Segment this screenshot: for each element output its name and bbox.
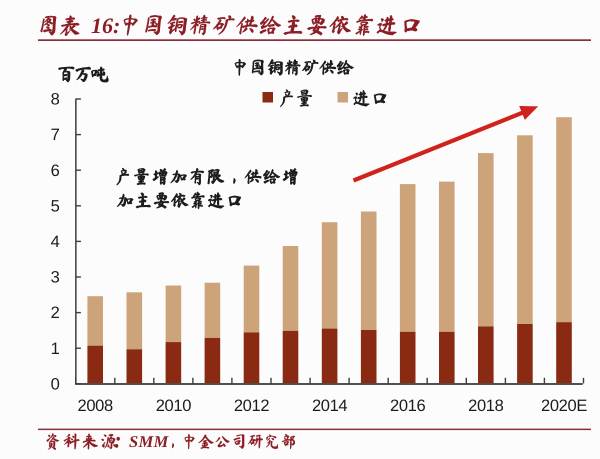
svg-text:2010: 2010 <box>156 397 191 415</box>
svg-text:6: 6 <box>51 162 60 180</box>
svg-text:3: 3 <box>51 269 60 287</box>
svg-text:0: 0 <box>51 375 60 393</box>
svg-text:2: 2 <box>51 304 60 322</box>
svg-text:2018: 2018 <box>468 397 503 415</box>
svg-text:2008: 2008 <box>78 397 113 415</box>
svg-text:2016: 2016 <box>390 397 425 415</box>
svg-text:5: 5 <box>51 197 60 215</box>
svg-text:16:: 16: <box>91 13 120 38</box>
svg-text:8: 8 <box>51 91 60 109</box>
svg-text:2012: 2012 <box>234 397 269 415</box>
svg-text:SMM: SMM <box>129 432 170 451</box>
svg-text:1: 1 <box>51 340 60 358</box>
svg-text:4: 4 <box>51 233 60 251</box>
svg-text:2014: 2014 <box>312 397 347 415</box>
svg-text:2020E: 2020E <box>541 397 587 415</box>
svg-text:7: 7 <box>51 126 60 144</box>
